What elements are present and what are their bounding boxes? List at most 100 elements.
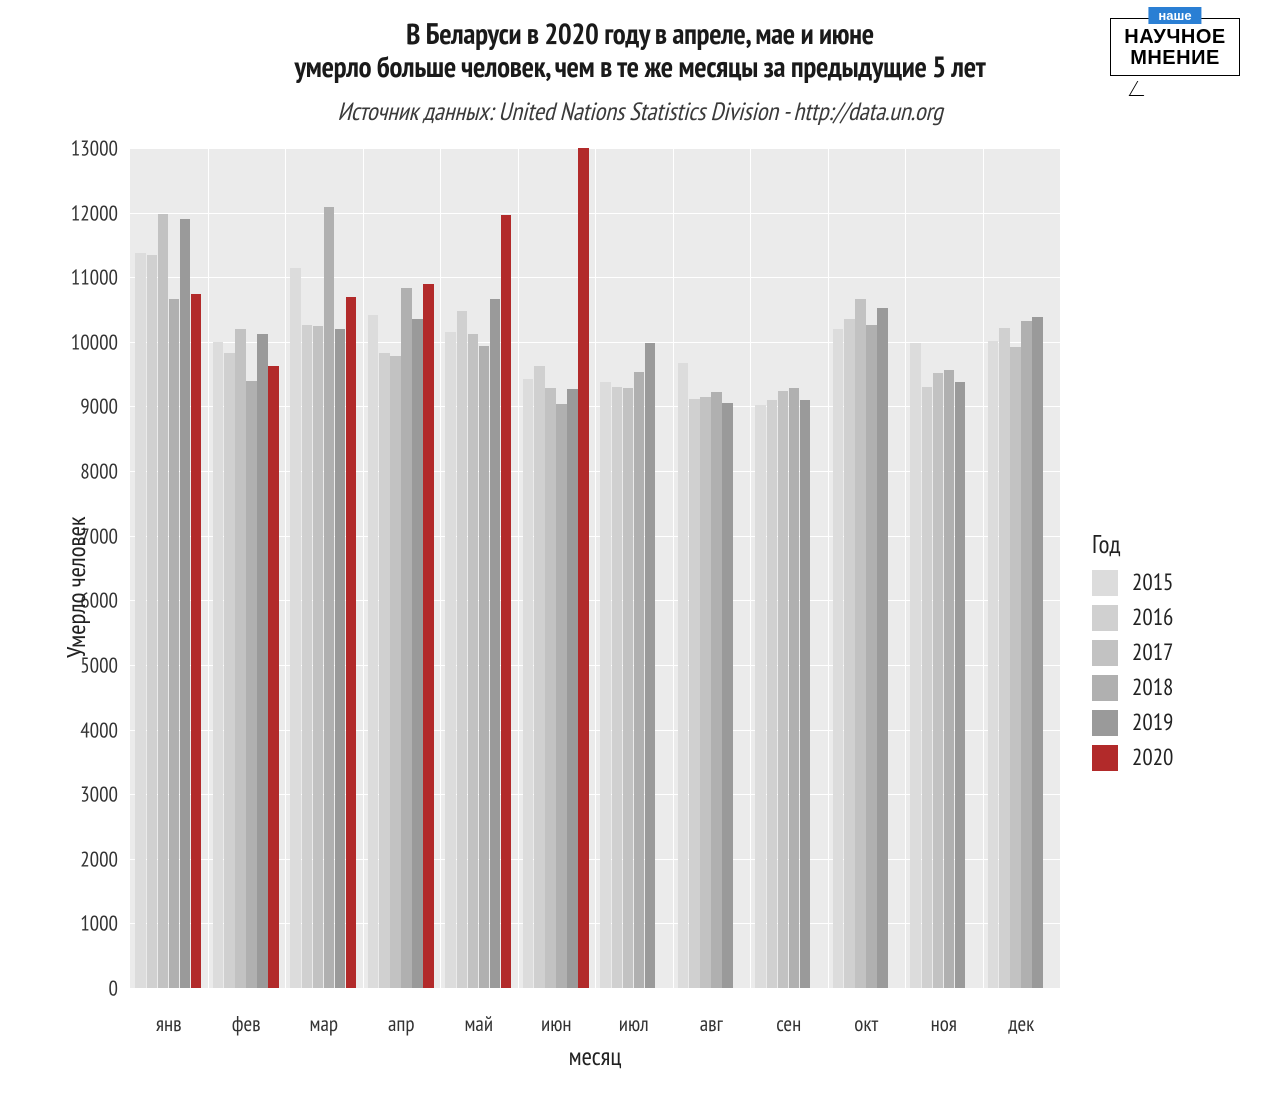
logo-line-2: МНЕНИЕ — [1130, 47, 1220, 69]
legend-item: 2017 — [1092, 638, 1173, 667]
bar — [135, 253, 146, 988]
bar — [988, 341, 999, 988]
legend-item: 2020 — [1092, 743, 1173, 772]
bar — [457, 311, 468, 988]
bar — [755, 405, 766, 988]
bar — [324, 207, 335, 988]
bar — [922, 387, 933, 988]
bar — [722, 403, 733, 988]
legend-label: 2016 — [1132, 603, 1173, 632]
bar — [468, 334, 479, 988]
logo-line-1: НАУЧНОЕ — [1124, 26, 1225, 48]
chart-title: В Беларуси в 2020 году в апреле, мае и и… — [0, 18, 1280, 85]
x-tick-label: окт — [828, 1010, 906, 1037]
bar — [490, 299, 501, 988]
bar — [390, 356, 401, 988]
bar — [844, 319, 855, 988]
bar — [678, 363, 689, 988]
plot-area — [130, 148, 1060, 988]
bar — [800, 400, 811, 988]
legend-swatch — [1092, 710, 1118, 736]
bar — [933, 373, 944, 988]
bar — [224, 353, 235, 988]
legend-swatch — [1092, 675, 1118, 701]
legend-label: 2019 — [1132, 708, 1173, 737]
bar — [147, 255, 158, 988]
bar — [855, 299, 866, 988]
bar — [556, 404, 567, 988]
bar — [191, 294, 202, 988]
bar — [578, 148, 589, 988]
bar — [523, 379, 534, 988]
bar — [1032, 317, 1043, 988]
bar — [213, 342, 224, 988]
bar — [877, 308, 888, 988]
legend-swatch — [1092, 570, 1118, 596]
bar — [955, 382, 966, 988]
bar — [623, 388, 634, 988]
bar — [302, 325, 313, 988]
x-tick-label: фев — [208, 1010, 286, 1037]
legend-swatch — [1092, 745, 1118, 771]
x-tick-label: дек — [983, 1010, 1061, 1037]
x-tick-label: июн — [518, 1010, 596, 1037]
legend: Год 2015 2016 2017 2018 2019 2020 — [1092, 528, 1173, 778]
bar — [634, 372, 645, 988]
bar — [833, 329, 844, 988]
x-axis-label: месяц — [130, 1040, 1060, 1072]
y-axis-label: Умерло человек — [60, 516, 92, 658]
legend-swatch — [1092, 640, 1118, 666]
bar — [445, 332, 456, 988]
bar — [778, 391, 789, 988]
bar — [645, 343, 656, 989]
bar — [612, 387, 623, 988]
legend-label: 2018 — [1132, 673, 1173, 702]
bar — [711, 392, 722, 988]
bar — [169, 299, 180, 988]
bar — [379, 353, 390, 988]
bar — [257, 334, 268, 988]
bar — [335, 329, 346, 988]
x-tick-label: ноя — [905, 1010, 983, 1037]
bar — [313, 326, 324, 988]
legend-label: 2015 — [1132, 568, 1173, 597]
x-tick-label: сен — [750, 1010, 828, 1037]
x-tick-label: мар — [285, 1010, 363, 1037]
source-logo: наше НАУЧНОЕ МНЕНИЕ — [1110, 18, 1240, 76]
legend-item: 2018 — [1092, 673, 1173, 702]
x-tick-label: июл — [595, 1010, 673, 1037]
x-tick-label: авг — [673, 1010, 751, 1037]
legend-label: 2020 — [1132, 743, 1173, 772]
bar — [789, 388, 800, 988]
bar — [567, 389, 578, 988]
bar — [534, 366, 545, 988]
bar-chart: 0100020003000400050006000700080009000100… — [40, 140, 1240, 1080]
logo-tag: наше — [1148, 7, 1201, 24]
bar — [268, 366, 279, 988]
bar — [689, 399, 700, 988]
bar — [944, 370, 955, 988]
bar — [246, 381, 257, 988]
legend-title: Год — [1092, 528, 1173, 560]
bar — [180, 219, 191, 988]
x-tick-label: апр — [363, 1010, 441, 1037]
bar — [999, 328, 1010, 988]
bar — [235, 329, 246, 988]
bar — [1021, 321, 1032, 988]
bar — [767, 400, 778, 988]
bar — [346, 297, 357, 988]
bar — [910, 343, 921, 988]
bar — [501, 215, 512, 988]
legend-item: 2015 — [1092, 568, 1173, 597]
bar — [412, 319, 423, 988]
chart-subtitle: Источник данных: United Nations Statisti… — [0, 95, 1280, 127]
bar — [545, 388, 556, 988]
bar — [158, 214, 169, 988]
bar — [600, 382, 611, 988]
title-line-2: умерло больше человек, чем в те же месяц… — [294, 48, 985, 86]
legend-swatch — [1092, 605, 1118, 631]
legend-label: 2017 — [1132, 638, 1173, 667]
bar — [290, 268, 301, 988]
bar — [700, 397, 711, 988]
x-tick-label: май — [440, 1010, 518, 1037]
